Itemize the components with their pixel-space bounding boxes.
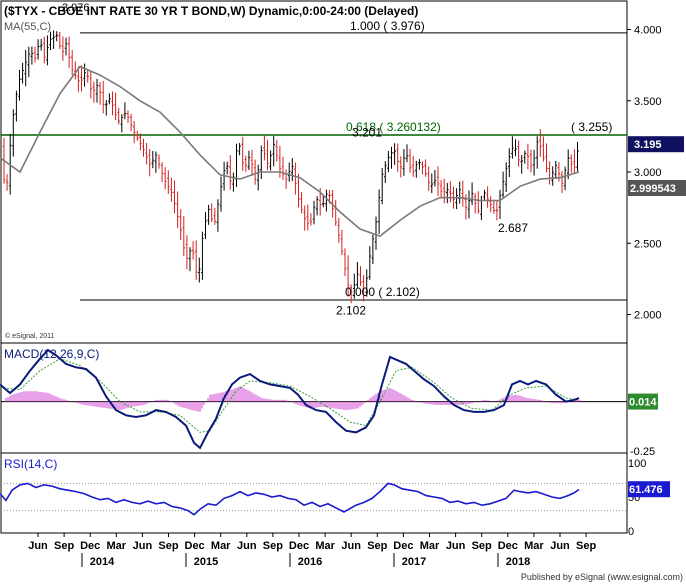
price-candles <box>2 30 579 304</box>
month-label-dec: Dec <box>498 540 518 552</box>
month-label-dec: Dec <box>289 540 309 552</box>
month-label-mar: Mar <box>211 540 231 552</box>
month-label-jun: Jun <box>446 540 466 552</box>
macd-signal-line <box>0 358 580 433</box>
month-label-sep: Sep <box>367 540 387 552</box>
month-label-mar: Mar <box>524 540 544 552</box>
month-label-sep: Sep <box>576 540 596 552</box>
month-label-sep: Sep <box>54 540 74 552</box>
month-label-jun: Jun <box>237 540 257 552</box>
published-by: Published by eSignal (www.esignal.com) <box>521 572 683 582</box>
price-tick-3500: 3.500 <box>634 96 662 108</box>
ma-badge <box>628 180 686 196</box>
annotation-2102: 2.102 <box>336 304 366 318</box>
resistance-right-label: ( 3.255) <box>571 120 612 134</box>
annotation-3201: 3.201 <box>352 125 382 139</box>
ma-badge-value: 2.999543 <box>630 183 676 195</box>
year-label-2015: 2015 <box>194 556 218 568</box>
rsi-tick-0: 0 <box>628 526 634 538</box>
price-axis: 4.000 3.500 3.000 2.500 2.000 3.195 2.99… <box>627 25 686 322</box>
month-label-jun: Jun <box>28 540 48 552</box>
rsi-line <box>0 482 580 516</box>
month-label-sep: Sep <box>472 540 492 552</box>
year-label-2016: 2016 <box>298 556 322 568</box>
month-label-mar: Mar <box>420 540 440 552</box>
fib-top-label: 1.000 ( 3.976) <box>350 19 425 33</box>
month-label-mar: Mar <box>315 540 335 552</box>
macd-line <box>0 348 580 450</box>
year-label-2017: 2017 <box>402 556 426 568</box>
month-label-jun: Jun <box>341 540 361 552</box>
month-label-sep: Sep <box>158 540 178 552</box>
macd-title: MACD(12,26,9,C) <box>4 347 99 361</box>
month-label-dec: Dec <box>393 540 413 552</box>
macd-badge-value: 0.014 <box>629 397 657 409</box>
rsi-panel: RSI(14,C) 100 50 0 61.476 <box>0 452 670 538</box>
price-tick-2500: 2.500 <box>634 238 662 250</box>
price-panel: ($TYX - CBOE INT RATE 30 YR T BOND,W) Dy… <box>0 0 628 344</box>
ma-label: MA(55,C) <box>4 21 51 33</box>
price-tick-2000: 2.000 <box>634 310 662 322</box>
fib-top-corner-label: 3.976 <box>62 2 90 14</box>
month-label-dec: Dec <box>185 540 205 552</box>
month-label-jun: Jun <box>133 540 153 552</box>
year-label-2014: 2014 <box>90 556 115 568</box>
ma55-line <box>0 65 580 238</box>
fib-bottom-label: 0.000 ( 2.102) <box>345 285 420 299</box>
chart-title: ($TYX - CBOE INT RATE 30 YR T BOND,W) Dy… <box>4 4 418 18</box>
price-badge-value: 3.195 <box>634 139 662 151</box>
price-tick-3000: 3.000 <box>634 167 662 179</box>
macd-panel: MACD(12,26,9,C) 0.014 -0.25 <box>0 342 658 458</box>
annotation-2687: 2.687 <box>498 221 528 235</box>
month-label-jun: Jun <box>550 540 570 552</box>
rsi-badge <box>628 481 670 498</box>
price-frame <box>0 0 628 344</box>
macd-tick-neg025: -0.25 <box>630 446 655 458</box>
macd-badge <box>628 393 658 410</box>
macd-histogram <box>5 386 581 412</box>
month-label-mar: Mar <box>107 540 127 552</box>
copyright-label: © eSignal, 2011 <box>5 332 55 340</box>
rsi-title: RSI(14,C) <box>4 457 57 471</box>
year-label-2018: 2018 <box>506 556 530 568</box>
price-badge <box>628 136 684 153</box>
rsi-badge-value: 61.476 <box>629 484 663 496</box>
time-axis: Jun Sep Dec Mar Jun Sep Dec Mar Jun Sep Dec Mar Jun S… <box>28 533 596 568</box>
macd-frame <box>0 342 628 454</box>
rsi-frame <box>0 452 628 534</box>
resistance-label: 0.618 ( 3.260132) <box>346 120 441 134</box>
rsi-tick-100: 100 <box>628 458 646 470</box>
month-label-dec: Dec <box>80 540 100 552</box>
month-label-sep: Sep <box>263 540 283 552</box>
price-tick-4000: 4.000 <box>634 25 662 37</box>
